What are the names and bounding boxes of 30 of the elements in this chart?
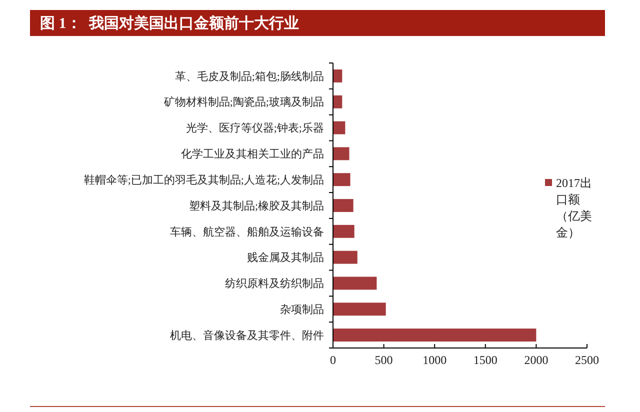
bar — [333, 199, 354, 212]
x-tick-label: 500 — [374, 353, 393, 367]
y-tick-label: 贱金属及其制品 — [247, 251, 324, 264]
legend-label: 2017出口额（亿美金） — [556, 176, 592, 240]
x-tick-label: 2000 — [524, 353, 548, 367]
bar — [333, 69, 342, 82]
y-tick-label: 化学工业及其相关工业的产品 — [181, 148, 324, 161]
bar — [333, 302, 386, 316]
bar — [333, 173, 350, 186]
bar — [333, 121, 346, 134]
bar — [333, 147, 350, 160]
bar — [333, 224, 354, 238]
y-tick-label: 矿物材料制品;陶瓷品;玻璃及制品 — [162, 96, 324, 109]
y-tick-label: 杂项制品 — [280, 302, 324, 316]
x-tick-label: 1000 — [422, 353, 447, 367]
y-tick-label: 塑料及其制品;橡胶及其制品 — [188, 199, 324, 212]
bar — [333, 250, 358, 264]
x-tick-label: 1500 — [473, 353, 498, 367]
bar — [333, 276, 377, 290]
x-tick-label: 2500 — [575, 353, 599, 367]
y-tick-label: 机电、音像设备及其零件、附件 — [170, 328, 324, 342]
bar — [333, 95, 342, 108]
y-tick-label: 车辆、航空器、船舶及运输设备 — [170, 225, 324, 238]
y-tick-label: 纺织原料及纺织制品 — [225, 277, 324, 290]
y-tick-label: 光学、医疗等仪器;钟表;乐器 — [186, 122, 324, 135]
text: 图 1： 我国对美国出口金额前十大行业 — [40, 14, 299, 32]
y-tick-label: 鞋帽伞等;已加工的羽毛及其制品;人造花;人发制品 — [84, 173, 324, 186]
bar — [333, 328, 536, 342]
x-tick-label: 0 — [330, 353, 336, 367]
y-tick-label: 革、毛皮及制品;箱包;肠线制品 — [174, 70, 324, 83]
